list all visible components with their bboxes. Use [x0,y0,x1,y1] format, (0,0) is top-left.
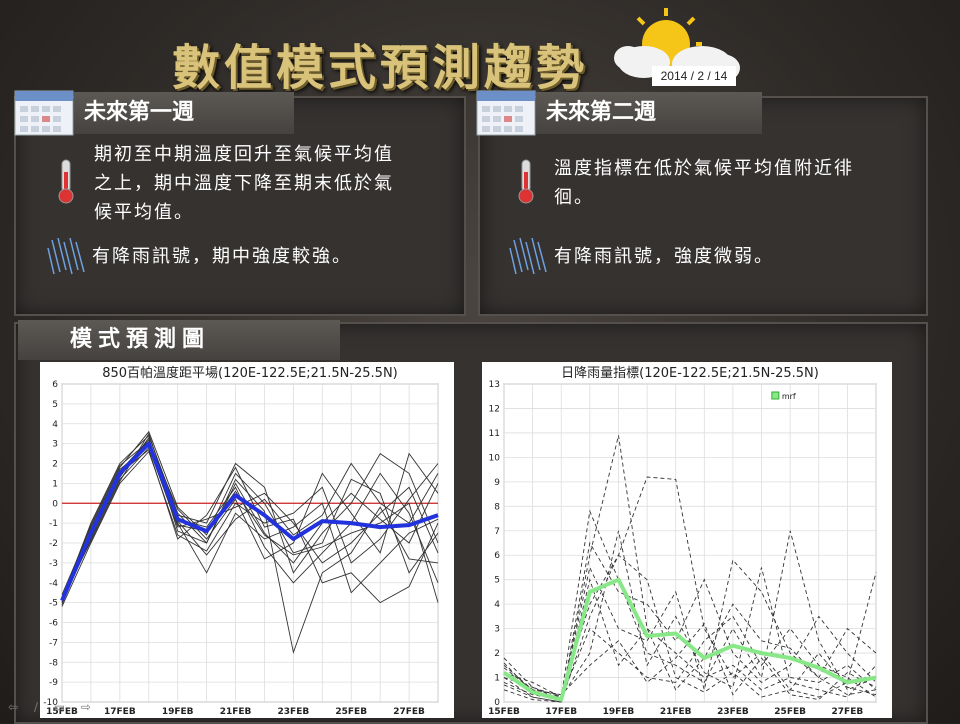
x-tick-label: 17FEB [545,707,577,717]
y-tick-label: 6 [52,380,58,390]
chart-title: 850百帕溫度距平場(120E-122.5E;21.5N-25.5N) [102,365,398,381]
y-tick-label: -6 [49,619,58,629]
y-tick-label: 11 [489,429,500,439]
x-tick-label: 25FEB [774,707,806,717]
x-tick-label: 17FEB [104,707,136,717]
ensemble-member-line [61,440,439,603]
x-tick-label: 21FEB [220,707,252,717]
y-tick-label: 3 [494,625,500,635]
y-tick-label: -10 [43,698,58,708]
legend-swatch [771,391,780,400]
rain-icon [509,237,547,275]
week1-label: 未來第一週 [84,100,195,125]
ensemble-member-line [503,554,877,703]
y-tick-label: 2 [52,460,58,470]
x-tick-label: 21FEB [660,707,692,717]
chart-title: 日降雨量指標(120E-122.5E;21.5N-25.5N) [561,366,819,381]
y-tick-label: -3 [49,559,58,569]
ensemble-member-line [503,435,877,703]
x-tick-label: 23FEB [717,707,749,717]
x-tick-label: 19FEB [603,707,635,717]
y-tick-label: 12 [489,404,500,414]
y-tick-label: 8 [494,502,500,512]
week2-rain-text: 有降雨訊號，強度微弱。 [554,246,774,267]
date-badge: 2014 / 2 / 14 [652,66,736,86]
plot-area [503,383,877,703]
temp-chart: 850百帕溫度距平場(120E-122.5E;21.5N-25.5N) 6 5 4 3 2… [40,362,454,718]
x-tick-label: 23FEB [278,707,310,717]
thermometer-icon [58,159,74,204]
week1-temp-text: 期初至中期溫度回升至氣候平均值 之上，期中溫度下降至期末低於氣 候平均值。 [94,144,394,223]
calendar-icon [14,90,74,136]
slide-nav[interactable]: ⇦ ∕ ▭ ⇨ [8,700,97,714]
y-tick-label: -4 [49,579,58,589]
y-tick-label: -7 [49,638,58,648]
week2-tab: 未來第二週 [536,92,762,134]
y-tick-label: 0 [52,499,58,509]
x-tick-label: 25FEB [335,707,367,717]
page-title: 數值模式預測趨勢 [172,40,589,96]
week1-tab: 未來第一週 [74,92,294,134]
y-tick-label: 4 [52,420,58,430]
x-tick-label: 27FEB [832,707,864,717]
y-tick-label: 5 [52,400,58,410]
ensemble-member-line [503,622,877,701]
week2-label: 未來第二週 [546,100,657,125]
y-tick-label: 1 [52,479,58,489]
models-label: 模式預測圖 [70,327,211,352]
y-tick-label: 1 [494,674,500,684]
ensemble-member-line [61,444,439,605]
y-tick-label: 2 [494,649,500,659]
x-tick-label: 19FEB [162,707,194,717]
y-tick-label: -5 [49,599,58,609]
y-tick-label: 9 [494,478,500,488]
x-tick-label: 15FEB [46,707,78,717]
y-tick-label: 13 [489,380,500,390]
y-tick-label: 10 [489,453,501,463]
y-tick-label: -1 [49,519,58,529]
ensemble-member-line [61,432,439,599]
legend-label: mrf [782,392,796,401]
rain-chart-svg: 日降雨量指標(120E-122.5E;21.5N-25.5N)131211109… [488,366,877,717]
y-tick-label: 3 [52,440,58,450]
rain-chart: 日降雨量指標(120E-122.5E;21.5N-25.5N) 13 12 11 10 9… [482,362,892,718]
y-tick-label: -2 [49,539,58,549]
x-tick-label: 27FEB [393,707,425,717]
y-tick-label: 7 [494,527,500,537]
ensemble-member-line [503,476,877,698]
calendar-icon [476,90,536,136]
y-tick-label: 4 [494,600,500,610]
thermometer-icon [518,159,534,204]
ensemble-member-line [503,578,877,701]
rain-icon [47,237,85,275]
x-tick-label: 15FEB [488,707,520,717]
y-tick-label: -8 [49,658,58,668]
y-tick-label: -9 [49,678,58,688]
y-tick-label: 0 [494,698,500,708]
ensemble-mean-line [60,441,439,602]
temp-chart-svg: 850百帕溫度距平場(120E-122.5E;21.5N-25.5N) 6 5 4 3 2… [43,365,439,717]
y-tick-label: 5 [494,576,500,586]
week1-rain-text: 有降雨訊號，期中強度較強。 [92,246,352,267]
y-tick-label: 6 [494,551,500,561]
models-tab: 模式預測圖 [18,320,340,360]
ensemble-member-line [503,615,877,698]
week2-temp-text: 溫度指標在低於氣候平均值附近徘 徊。 [554,158,854,208]
ensemble-mean-line [502,577,877,702]
